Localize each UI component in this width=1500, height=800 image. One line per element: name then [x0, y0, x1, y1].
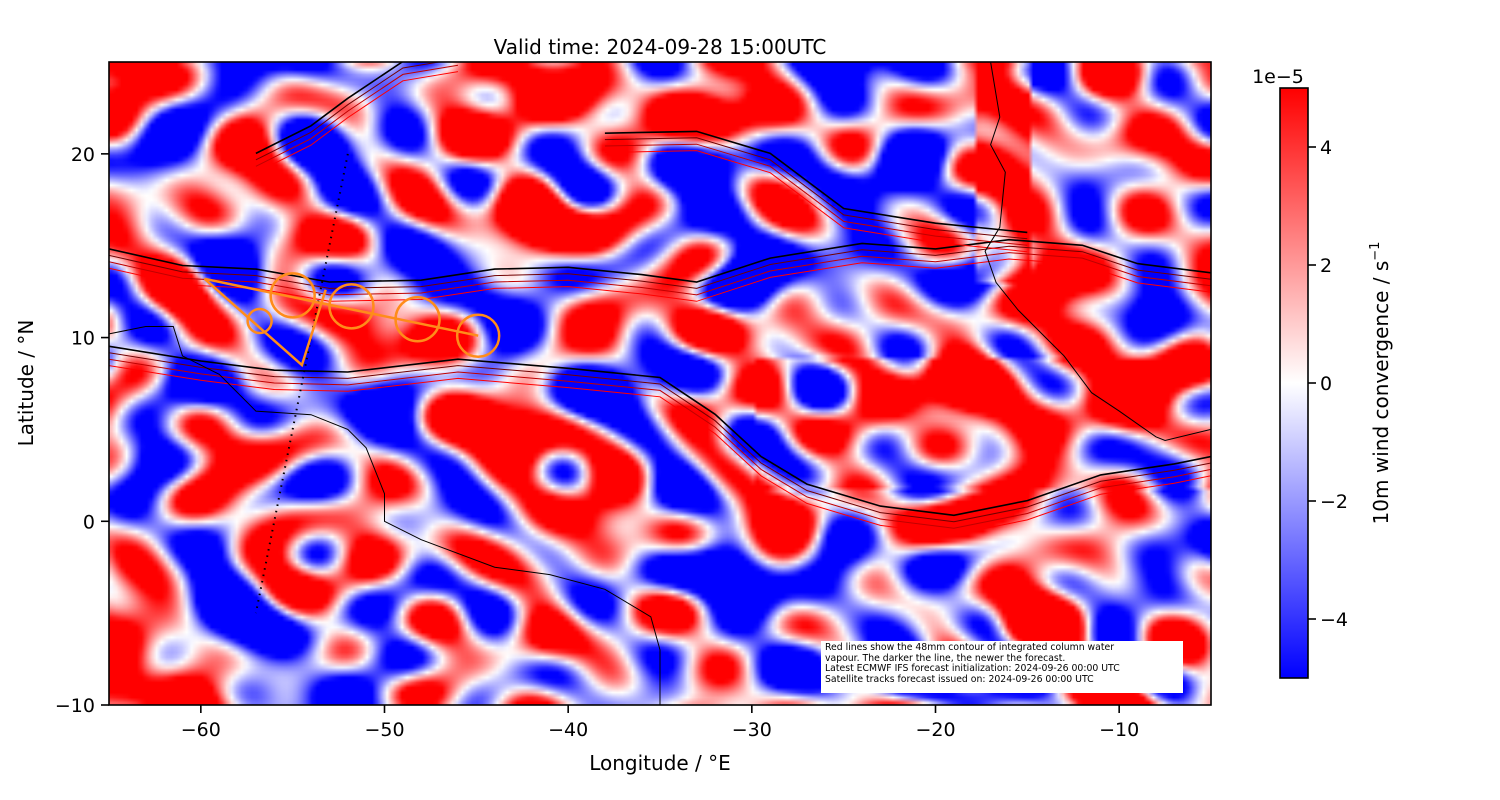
colorbar-tick-label: 0 — [1320, 373, 1332, 395]
moisture-contour — [109, 258, 1211, 302]
satellite-track-line — [204, 277, 479, 337]
chart-title: Valid time: 2024-09-28 15:00UTC — [494, 35, 827, 59]
moisture-contour — [109, 238, 1211, 283]
annotation-line: Red lines show the 48mm contour of integ… — [825, 642, 1115, 653]
annotation-line: Latest ECMWF IFS forecast initialization… — [825, 663, 1120, 675]
moisture-contour — [255, 62, 405, 155]
x-axis-label: Longitude / °E — [589, 751, 731, 775]
moisture-contour — [604, 143, 1028, 246]
colorbar-tick-label: −4 — [1320, 609, 1348, 631]
moisture-contour — [109, 345, 1211, 517]
x-tick-label: −20 — [915, 719, 955, 741]
axes-frame — [108, 61, 1212, 706]
y-tick-label: 10 — [71, 328, 95, 350]
moisture-contour — [109, 358, 1211, 529]
colorbar-tick-label: 2 — [1320, 255, 1332, 277]
y-axis-label: Latitude / °N — [14, 320, 38, 447]
moisture-contour — [109, 352, 1211, 523]
y-tick-label: 0 — [83, 511, 95, 533]
y-tick-label: 20 — [71, 144, 95, 166]
colorbar-tick-label: −2 — [1320, 491, 1348, 513]
y-tick-label: −10 — [55, 695, 95, 717]
satellite-track-circle — [246, 307, 273, 335]
moisture-contour — [109, 245, 1211, 289]
colorbar-label: 10m wind convergence / s−1 — [1368, 242, 1393, 525]
satellite-track-circle — [328, 283, 375, 330]
moisture-contour — [109, 252, 1211, 296]
annotation-line: vapour. The darker the line, the newer t… — [825, 652, 1066, 664]
dotted-track — [254, 153, 349, 614]
colorbar-scale-label: 1e−5 — [1252, 66, 1304, 88]
satellite-track-circle — [455, 313, 501, 358]
moisture-contour — [604, 130, 1028, 234]
satellite-track-circle — [394, 295, 441, 343]
annotation-line: Satellite tracks forecast issued on: 202… — [825, 673, 1094, 685]
y-axis: −10 0 10 20 — [55, 144, 109, 717]
x-axis: −60 −50 −40 −30 −20 −10 — [181, 705, 1139, 741]
moisture-contour — [255, 62, 442, 161]
colorbar-ticks: −4 −2 0 2 4 — [1308, 137, 1348, 631]
moisture-contour — [604, 150, 1028, 253]
moisture-contour — [255, 64, 459, 167]
x-tick-label: −10 — [1099, 719, 1139, 741]
moisture-contour — [604, 137, 1028, 240]
moisture-contour — [255, 71, 459, 174]
x-tick-label: −60 — [181, 719, 221, 741]
x-tick-label: −30 — [732, 719, 772, 741]
coastline — [109, 326, 661, 705]
colorbar — [1279, 87, 1309, 679]
satellite-track-circle — [269, 272, 316, 319]
coastline — [984, 62, 1211, 442]
x-tick-label: −40 — [548, 719, 588, 741]
annotation-box: Red lines show the 48mm contour of integ… — [821, 641, 1183, 693]
x-tick-label: −50 — [364, 719, 404, 741]
map-layers — [109, 62, 1211, 705]
satellite-track-branch — [203, 277, 327, 368]
moisture-contour — [109, 365, 1211, 536]
map-overlay — [109, 62, 1211, 705]
colorbar-tick-label: 4 — [1320, 137, 1332, 159]
